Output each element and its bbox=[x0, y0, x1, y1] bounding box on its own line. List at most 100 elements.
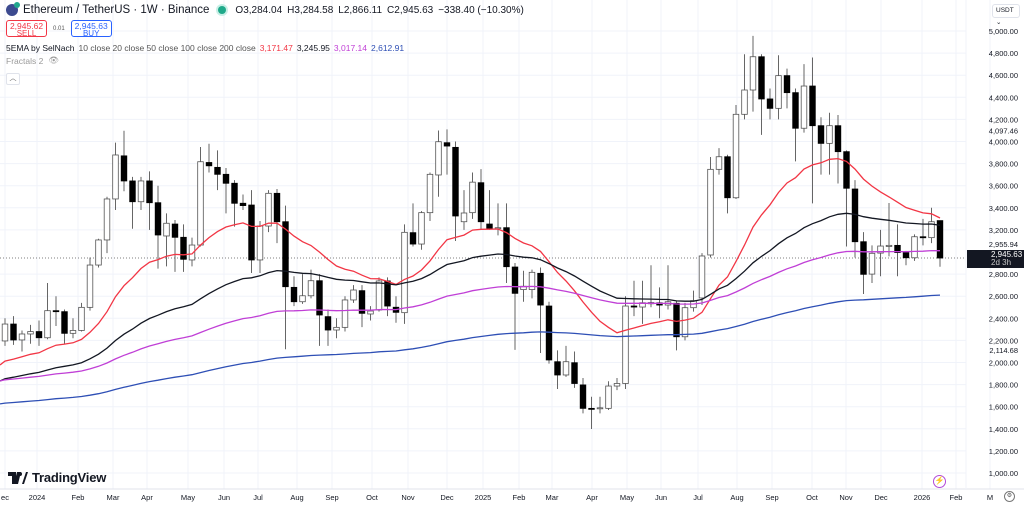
price-tick-label: 4,800.00 bbox=[989, 49, 1018, 58]
time-axis[interactable]: ec 2024 Feb Mar Apr May Jun Jul Aug Sep Oct Nov Dec 2… bbox=[1, 493, 993, 502]
candle-down bbox=[902, 252, 910, 259]
candle-up bbox=[69, 330, 77, 334]
price-tick-label: 4,400.00 bbox=[989, 93, 1018, 102]
eye-hidden-icon[interactable]: 👁 bbox=[48, 55, 60, 65]
fractals-legend[interactable]: Fractals 2 👁 bbox=[6, 55, 59, 66]
price-tick-label: 4,200.00 bbox=[989, 115, 1018, 124]
candle-down bbox=[61, 311, 68, 334]
candle-up bbox=[732, 113, 740, 199]
time-tick-label: Feb bbox=[950, 493, 963, 502]
candle-down bbox=[452, 146, 459, 217]
time-tick-label: Nov bbox=[401, 493, 415, 502]
lightning-icon[interactable]: ⚡ bbox=[933, 475, 946, 488]
candle-up bbox=[613, 383, 621, 387]
sell-label: SELL bbox=[16, 29, 37, 38]
candle-down bbox=[324, 316, 332, 331]
ema-value-black: 3,245.95 bbox=[296, 43, 330, 53]
market-open-icon bbox=[218, 6, 227, 14]
low-value: L2,866.11 bbox=[338, 4, 383, 16]
price-tick-label: 1,200.00 bbox=[989, 447, 1018, 456]
candle-up bbox=[341, 299, 349, 328]
candle-up bbox=[877, 245, 884, 254]
spread-value: 0.01 bbox=[53, 25, 65, 32]
time-tick-label: Oct bbox=[806, 493, 819, 502]
currency-dropdown[interactable]: USDT ⌄ bbox=[992, 4, 1020, 26]
candle-up bbox=[528, 271, 536, 290]
candle-down bbox=[222, 173, 230, 184]
symbol-header: Ethereum / TetherUS · 1W · Binance O3,28… bbox=[6, 2, 524, 16]
tradingview-logo[interactable]: TradingView bbox=[8, 470, 106, 485]
candle-down bbox=[783, 75, 791, 94]
candle-up bbox=[367, 310, 374, 315]
ema-100-line bbox=[0, 249, 941, 382]
price-marker-label: 4,097.46 bbox=[989, 127, 1018, 136]
currency-label: USDT bbox=[996, 7, 1014, 14]
candle-up bbox=[928, 221, 935, 239]
settings-circle-icon[interactable]: ⚙ bbox=[1004, 491, 1015, 502]
candle-up bbox=[605, 385, 612, 409]
candle-up bbox=[435, 141, 442, 176]
price-tick-label: 1,400.00 bbox=[989, 425, 1018, 434]
candle-up bbox=[78, 306, 85, 331]
price-tick-label: 4,600.00 bbox=[989, 71, 1018, 80]
candle-up bbox=[469, 181, 476, 214]
candle-up bbox=[188, 244, 196, 261]
candle-up bbox=[333, 326, 340, 331]
time-tick-label: Sep bbox=[765, 493, 778, 502]
collapse-legend-button[interactable]: ︿ bbox=[6, 73, 20, 85]
candle-down bbox=[919, 236, 927, 239]
sell-button[interactable]: 2,945.62 SELL bbox=[6, 20, 47, 38]
candle-up bbox=[137, 180, 145, 203]
candle-up bbox=[707, 168, 714, 256]
ema-20-line bbox=[0, 157, 941, 366]
candle-down bbox=[579, 384, 587, 409]
ema-legend[interactable]: 5EMA by SelNach 10 close 20 close 50 clo… bbox=[6, 43, 404, 53]
price-tick-label: 2,400.00 bbox=[989, 314, 1018, 323]
candle-down bbox=[52, 310, 60, 313]
time-tick-label: Mar bbox=[107, 493, 120, 502]
candle-up bbox=[197, 161, 204, 246]
open-value: O3,284.04 bbox=[235, 4, 283, 16]
candle-up bbox=[868, 252, 876, 275]
candle-down bbox=[894, 244, 901, 253]
candle-down bbox=[766, 98, 774, 109]
candle-down bbox=[673, 302, 680, 338]
time-tick-label: Dec bbox=[874, 493, 888, 502]
candle-down bbox=[792, 92, 799, 129]
candle-down bbox=[571, 362, 578, 384]
candle-down bbox=[10, 323, 17, 341]
time-tick-label: Jul bbox=[693, 493, 703, 502]
time-tick-label: Jun bbox=[655, 493, 667, 502]
buy-button[interactable]: 2,945.63 BUY bbox=[70, 20, 112, 38]
candle-down bbox=[724, 156, 731, 199]
price-marker-label: 2,955.94 bbox=[989, 240, 1018, 249]
candle-down bbox=[248, 204, 255, 261]
bar-countdown: 2d 3h bbox=[991, 258, 1012, 267]
candle-down bbox=[358, 290, 366, 314]
candle-down bbox=[511, 266, 519, 294]
candle-down bbox=[146, 180, 153, 204]
sell-price: 2,945.62 bbox=[9, 21, 44, 31]
candle-down bbox=[231, 182, 238, 204]
candle-down bbox=[817, 125, 825, 144]
price-axis[interactable]: 5,000.00 4,800.00 4,600.00 4,400.00 4,200.00… bbox=[989, 27, 1018, 478]
price-tick-label: 2,800.00 bbox=[989, 270, 1018, 279]
candle-up bbox=[375, 280, 383, 311]
candle-up bbox=[741, 89, 748, 115]
candle-up bbox=[299, 295, 306, 303]
buy-price: 2,945.63 bbox=[74, 21, 108, 31]
price-tick-label: 3,800.00 bbox=[989, 160, 1018, 169]
symbol-title[interactable]: Ethereum / TetherUS · 1W · Binance bbox=[23, 4, 210, 16]
time-tick-label: Aug bbox=[290, 493, 303, 502]
candle-down bbox=[239, 202, 247, 206]
price-tick-label: 1,000.00 bbox=[989, 469, 1018, 478]
candle-down bbox=[205, 162, 213, 167]
time-tick-label: 2026 bbox=[914, 493, 931, 502]
candle-up bbox=[885, 244, 893, 247]
buy-label: BUY bbox=[82, 29, 100, 38]
candle-up bbox=[256, 225, 264, 261]
fractals-label: Fractals 2 bbox=[6, 55, 44, 66]
candle-down bbox=[843, 151, 850, 189]
candle-up bbox=[1, 323, 9, 342]
